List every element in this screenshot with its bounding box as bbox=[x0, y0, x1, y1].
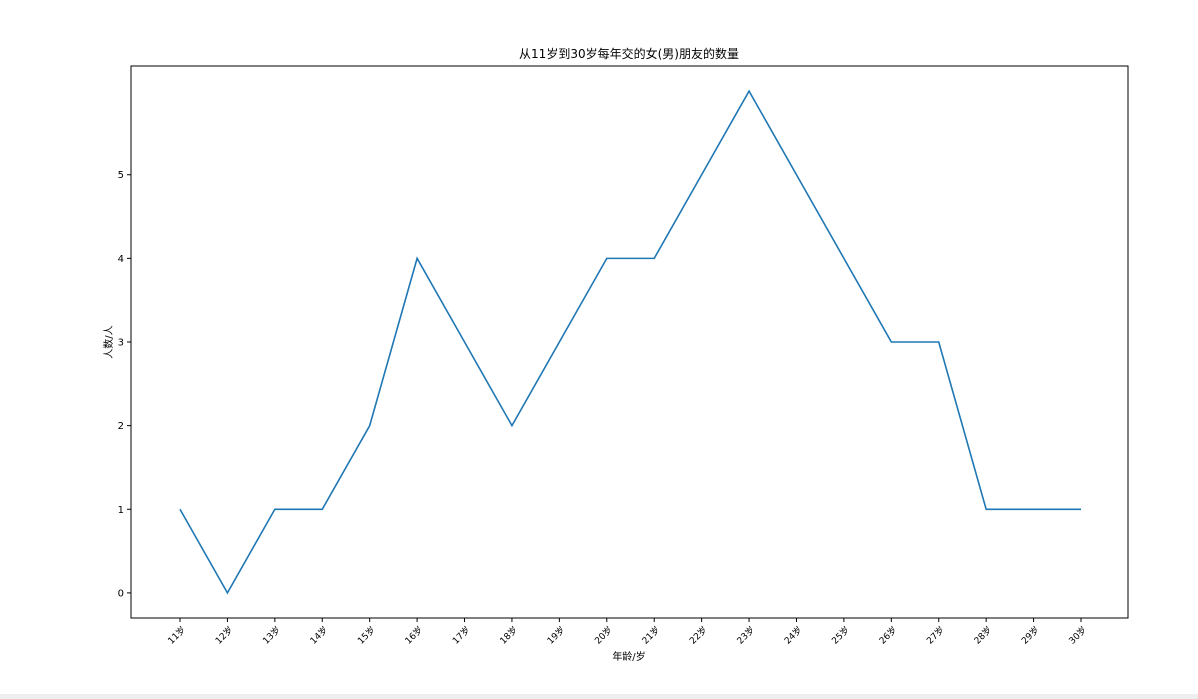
y-tick-label: 3 bbox=[118, 338, 124, 349]
x-tick-label: 25岁 bbox=[829, 624, 852, 647]
y-tick-label: 4 bbox=[118, 254, 124, 265]
x-tick-label: 11岁 bbox=[165, 624, 188, 647]
y-tick-label: 1 bbox=[118, 505, 124, 516]
x-axis-label: 年龄/岁 bbox=[612, 650, 645, 663]
series-line bbox=[179, 89, 1081, 595]
x-tick-label: 19岁 bbox=[545, 624, 568, 647]
x-tick-label: 21岁 bbox=[639, 624, 662, 647]
x-tick-label: 18岁 bbox=[497, 624, 520, 647]
x-tick-label: 30岁 bbox=[1066, 624, 1089, 647]
y-tick-label: 0 bbox=[118, 588, 124, 599]
x-tick-label: 15岁 bbox=[355, 624, 378, 647]
x-tick-label: 16岁 bbox=[402, 624, 425, 647]
plot-area bbox=[130, 65, 1129, 619]
y-tick-label: 5 bbox=[118, 170, 124, 181]
x-tick-label: 13岁 bbox=[260, 624, 283, 647]
y-tick-label: 2 bbox=[118, 421, 124, 432]
x-tick-label: 12岁 bbox=[213, 624, 236, 647]
bottom-bar bbox=[0, 694, 1198, 699]
x-tick-label: 17岁 bbox=[450, 624, 473, 647]
x-tick-label: 27岁 bbox=[924, 624, 947, 647]
chart-title: 从11岁到30岁每年交的女(男)朋友的数量 bbox=[519, 46, 739, 61]
x-tick-label: 14岁 bbox=[307, 624, 330, 647]
x-tick-label: 23岁 bbox=[734, 624, 757, 647]
x-tick-label: 26岁 bbox=[876, 624, 899, 647]
x-tick-label: 28岁 bbox=[971, 624, 994, 647]
x-tick-label: 24岁 bbox=[782, 624, 805, 647]
x-tick-label: 20岁 bbox=[592, 624, 615, 647]
y-axis-label: 人数/人 bbox=[102, 325, 115, 358]
x-tick-label: 29岁 bbox=[1019, 624, 1042, 647]
x-tick-label: 22岁 bbox=[687, 624, 710, 647]
